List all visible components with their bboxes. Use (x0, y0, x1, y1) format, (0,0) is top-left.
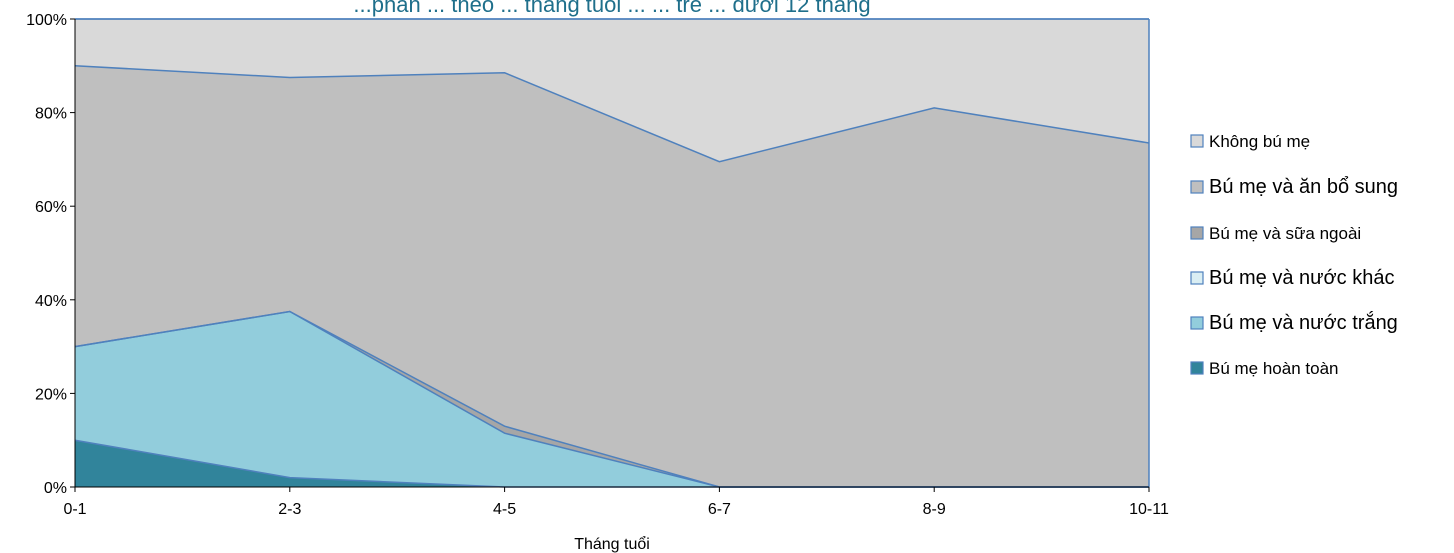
x-axis-ticks: 0-1 2-3 4-5 6-7 8-9 10-11 (63, 487, 1169, 518)
y-tick-label: 0% (44, 480, 67, 497)
legend-label: Bú mẹ hoàn toàn (1209, 359, 1338, 378)
legend-swatch (1191, 272, 1203, 284)
plot-areas (75, 19, 1149, 487)
legend: Không bú mẹ Bú mẹ và ăn bổ sung Bú mẹ và s… (1191, 132, 1398, 378)
y-tick-label: 60% (35, 199, 67, 216)
x-tick-label: 10-11 (1129, 501, 1169, 518)
legend-item-bu-me-hoan-toan: Bú mẹ hoàn toàn (1191, 359, 1338, 378)
legend-item-bu-me-va-an-bo-sung: Bú mẹ và ăn bổ sung (1191, 176, 1398, 198)
legend-item-bu-me-va-nuoc-khac: Bú mẹ và nước khác (1191, 267, 1394, 289)
x-axis-label: Tháng tuổi (574, 535, 650, 553)
legend-item-bu-me-va-sua-ngoai: Bú mẹ và sữa ngoài (1191, 224, 1361, 243)
y-axis-ticks: 0% 20% 40% 60% 80% 100% (26, 12, 75, 497)
legend-swatch (1191, 227, 1203, 239)
x-tick-label: 0-1 (63, 501, 86, 518)
x-tick-label: 6-7 (708, 501, 731, 518)
legend-swatch (1191, 135, 1203, 147)
y-tick-label: 80% (35, 106, 67, 123)
y-tick-label: 20% (35, 386, 67, 403)
legend-swatch (1191, 362, 1203, 374)
x-tick-label: 8-9 (923, 501, 946, 518)
legend-label: Bú mẹ và sữa ngoài (1209, 224, 1361, 243)
legend-label: Không bú mẹ (1209, 132, 1310, 151)
legend-swatch (1191, 181, 1203, 193)
legend-item-bu-me-va-nuoc-trang: Bú mẹ và nước trắng (1191, 311, 1398, 334)
x-tick-label: 2-3 (278, 501, 301, 518)
y-tick-label: 100% (26, 12, 67, 29)
legend-label: Bú mẹ và nước trắng (1209, 311, 1398, 334)
legend-label: Bú mẹ và nước khác (1209, 267, 1394, 289)
legend-swatch (1191, 317, 1203, 329)
chart-title: ...phần ... theo ... tháng tuổi ... ... … (353, 0, 870, 17)
x-tick-label: 4-5 (493, 501, 516, 518)
y-tick-label: 40% (35, 293, 67, 310)
legend-label: Bú mẹ và ăn bổ sung (1209, 176, 1398, 198)
legend-item-khong-bu-me: Không bú mẹ (1191, 132, 1310, 151)
